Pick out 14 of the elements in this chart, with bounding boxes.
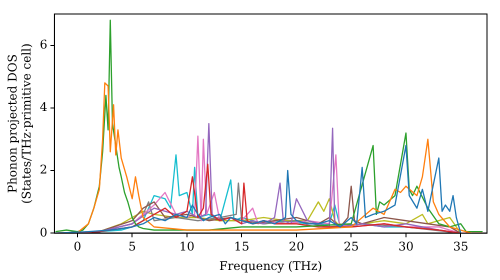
- x-tick-label: 35: [453, 240, 468, 254]
- y-tick-label: 4: [40, 100, 48, 114]
- x-tick-label: 15: [234, 240, 250, 254]
- x-tick-label: 30: [398, 240, 414, 254]
- x-tick-label: 20: [288, 240, 304, 254]
- x-tick-label: 25: [344, 240, 359, 254]
- y-tick-label: 6: [40, 37, 48, 52]
- y-tick-label: 0: [40, 225, 48, 240]
- x-axis-title: Frequency (THz): [219, 258, 322, 273]
- y-tick-label: 2: [40, 162, 48, 177]
- x-tick-label: 0: [74, 240, 82, 254]
- y-axis-title: Phonon projected DOS (States/THz·primitive cell): [5, 43, 34, 204]
- x-tick-label: 10: [179, 240, 195, 254]
- x-tick-label: 5: [128, 240, 136, 254]
